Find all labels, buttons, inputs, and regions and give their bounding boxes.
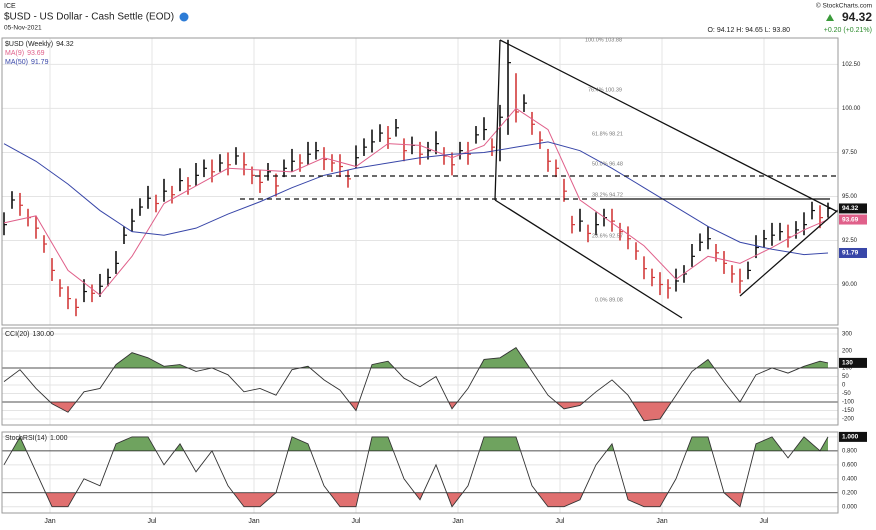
y-tick-label: 100 [842,366,853,372]
indicator-line [3,435,829,508]
quote: O: 94.12 H: 94.65 L: 93.80 [707,27,790,34]
y-tick-label: -100 [842,400,855,406]
y-tick-label: 100.00 [842,106,861,112]
legend-name: MA(50) [5,59,28,66]
y-tick-label: 0 [842,383,846,389]
mark-layer [2,39,838,508]
value-box-label: 94.32 [842,205,859,212]
x-tick-label: Jul [556,518,565,525]
channel-line [494,39,501,201]
x-tick-label: Jan [44,518,55,525]
value-box [839,214,867,225]
x-tick-label: Jul [760,518,769,525]
fib-label: 61.8% 98.21 [592,131,623,137]
channel-line [499,39,838,213]
y-tick-label: 92.50 [842,238,858,244]
value-box-label: 93.69 [842,216,859,223]
y-tick-label: 95.00 [842,194,858,200]
y-tick-label: 0.400 [842,476,858,482]
y-tick-label: 102.50 [842,62,861,68]
legend-entry: CCI(20) 130.00 [5,331,54,338]
value-box [839,247,867,258]
source: © StockCharts.com [816,2,872,10]
y-tick-label: -50 [842,391,851,397]
legend-value: 91.79 [31,59,49,66]
up-arrow [826,14,834,21]
legend-name: MA(9) [5,50,24,57]
y-tick-label: 0.200 [842,490,858,496]
fib-label: 76.4% 100.39 [588,87,622,93]
y-tick-label: 90.00 [842,282,858,288]
legend-value: 93.69 [27,50,45,57]
y-tick-label: -150 [842,408,855,414]
legend-entry: StochRSI(14) 1.000 [5,435,68,442]
legend-entry: MA(9) 93.69 [5,50,45,57]
y-tick-label: 0.600 [842,462,858,468]
y-tick-label: 0.800 [842,448,858,454]
legend-value: 1.000 [50,435,68,442]
fib-label: 23.6% 92.57 [592,233,623,239]
value-box [839,203,867,214]
panel-frame [1,327,839,426]
value-box-label: 130 [842,360,853,367]
x-tick-label: Jan [452,518,463,525]
x-tick-label: Jan [248,518,259,525]
change: +0.20 (+0.21%) [824,27,872,34]
oversold-fill [4,492,828,507]
x-tick-label: Jul [352,518,361,525]
moving-average [3,107,829,296]
last-price: 94.32 [842,10,872,24]
exchange: ICE [4,3,16,10]
y-tick-label: 300 [842,332,853,338]
fib-label: 38.2% 94.72 [592,192,623,198]
y-tick-label: -200 [842,417,855,423]
value-box [839,431,867,442]
y-tick-label: 0.000 [842,504,858,510]
fib-label: 0.0% 89.08 [595,297,623,303]
fib-label: 50.0% 96.48 [592,161,623,167]
x-tick-label: Jan [656,518,667,525]
x-tick-label: Jul [148,518,157,525]
moving-average [3,141,829,256]
y-tick-label: 50 [842,374,849,380]
legend-name: StochRSI(14) [5,435,47,442]
legend-name: $USD (Weekly) [5,41,53,48]
legend-value: 94.32 [56,41,74,48]
panel-frame [1,431,839,514]
y-tick-label: 200 [842,349,853,355]
legend-entry: MA(50) 91.79 [5,59,49,66]
panel-frame [1,37,839,326]
legend-name: CCI(20) [5,331,30,338]
value-box-label: 91.79 [842,250,859,257]
channel-line [494,199,683,319]
fib-label: 100.0% 103.88 [585,37,622,43]
chart-title: $USD - US Dollar - Cash Settle (EOD) [4,12,174,23]
indicator-line [3,346,829,422]
value-box [839,357,867,368]
value-box-label: 1.000 [842,434,859,441]
legend-entry: $USD (Weekly) 94.32 [5,41,74,48]
y-tick-label: 97.50 [842,150,858,156]
legend-value: 130.00 [33,331,55,338]
info-icon[interactable] [179,12,189,22]
trend-line [739,209,838,297]
drawn-lines [240,39,838,319]
date: 05-Nov-2021 [4,25,42,32]
oversold-fill [4,402,828,421]
